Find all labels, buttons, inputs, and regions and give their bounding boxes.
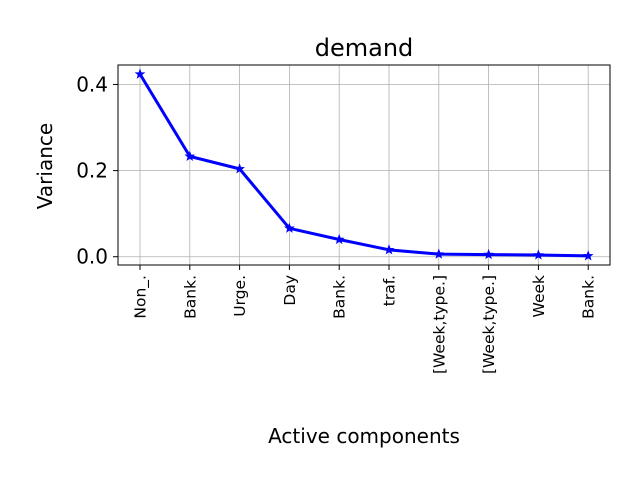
data-point [184,150,196,161]
series-line [138,72,590,258]
data-point [383,244,395,255]
x-tick-label: Urge. [231,275,249,317]
x-tick-label: traf. [381,275,399,306]
data-point [134,68,146,79]
data-point [234,163,245,174]
data-point [582,250,594,261]
chart-title: demand [315,34,414,62]
x-tick-label: Week [530,275,548,317]
y-tick-label: 0.0 [76,245,108,269]
x-axis: Non_. Bank. Urge. Day Bank. traf. [Week,type.]… [132,265,598,374]
x-tick-label: [Week,type.] [430,275,448,374]
series-layer [134,68,594,261]
x-tick-label: Bank. [181,275,199,319]
x-axis-label: Active components [268,424,460,448]
x-tick-label: Day [281,275,299,306]
x-tick-label: [Week,type.] [480,275,498,374]
x-tick-label: Bank. [580,275,598,319]
y-tick-label: 0.2 [76,159,108,183]
plot-frame [117,64,611,266]
data-point [433,248,445,259]
data-point [284,222,295,233]
y-axis-label: Variance [33,123,57,209]
y-tick-label: 0.4 [76,72,108,96]
data-point [333,233,345,245]
data-point [533,249,544,260]
x-tick-label: Non_. [132,275,151,319]
data-point [483,248,494,260]
y-axis: 0.0 0.2 0.4 [76,72,118,269]
x-tick-label: Bank. [331,275,349,319]
